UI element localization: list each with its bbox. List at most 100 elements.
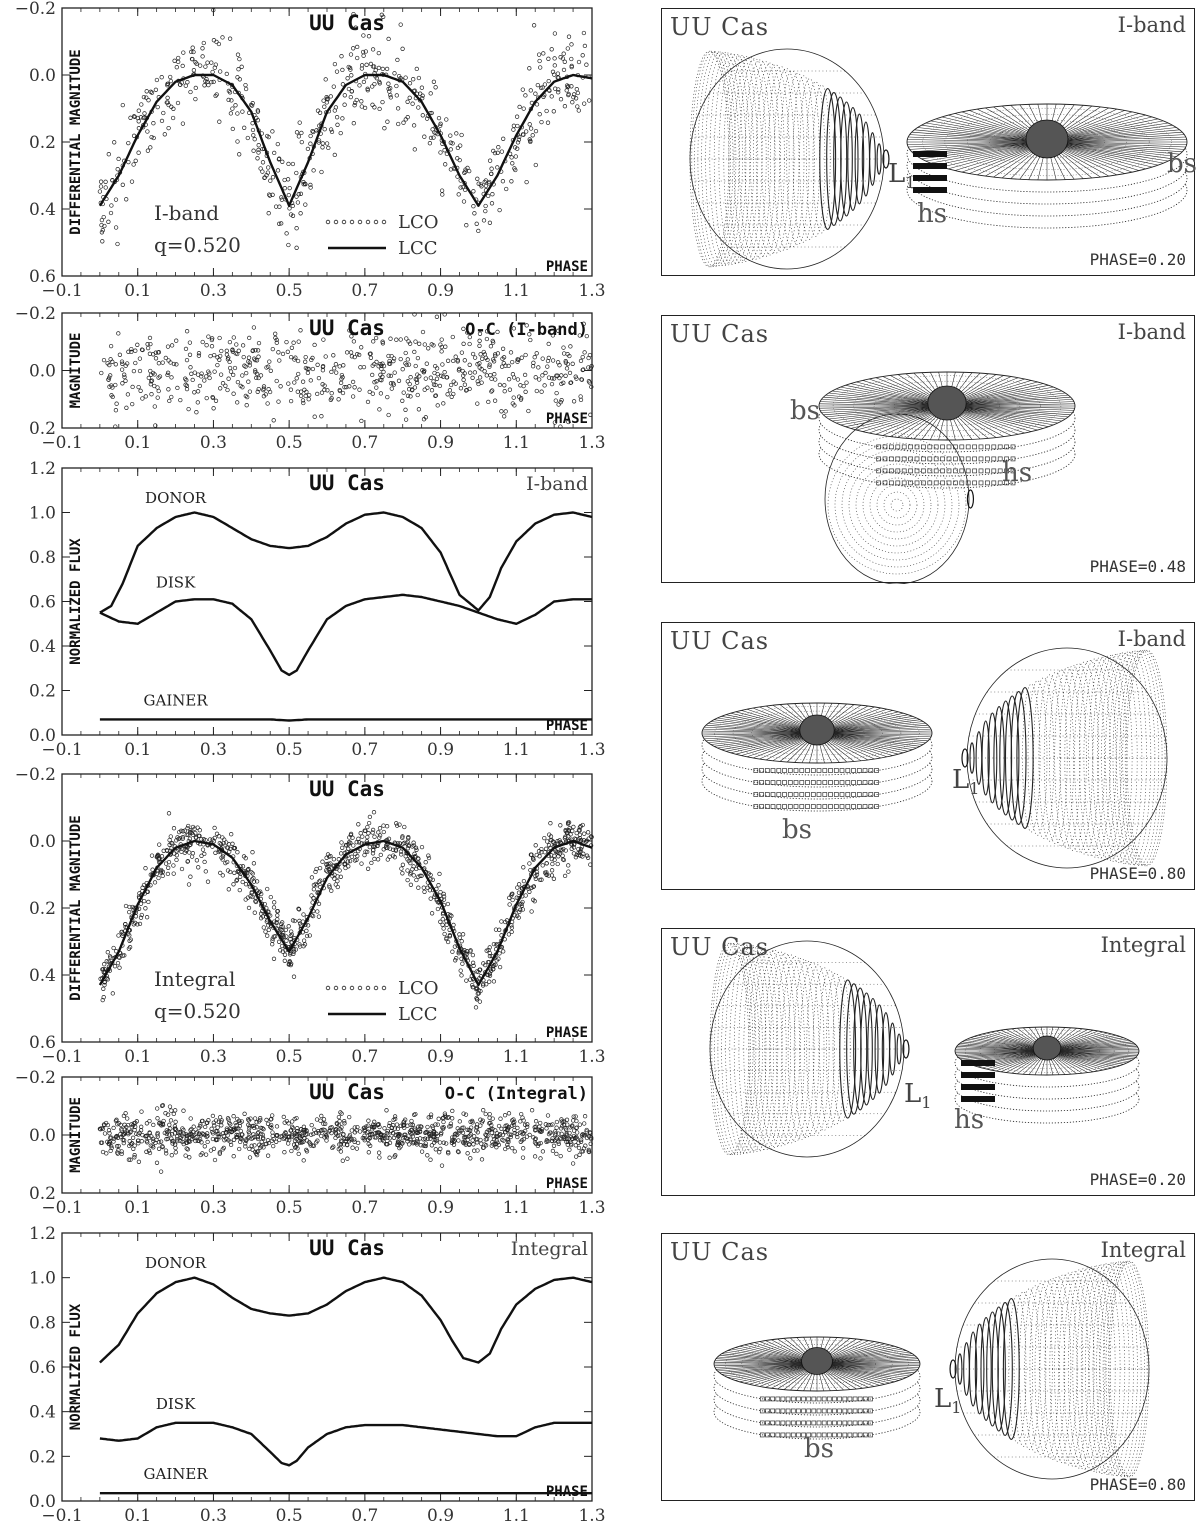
data-point (360, 1135, 365, 1141)
data-point (519, 355, 524, 360)
model-panel-4: UU Cas Integral PHASE=0.20 L1 hs (661, 928, 1195, 1196)
legend-lco-marker (325, 985, 387, 991)
data-point (558, 823, 563, 828)
disk-spoke (721, 734, 806, 750)
data-point (129, 346, 134, 352)
data-point (477, 999, 483, 1004)
star-meridian (723, 55, 759, 263)
data-point (320, 145, 325, 150)
data-point (188, 89, 193, 95)
data-point (394, 337, 399, 342)
disk-spoke (869, 408, 938, 434)
disk-spoke (825, 708, 888, 731)
model-phase: PHASE=0.20 (1089, 1170, 1186, 1189)
star-ring (848, 456, 946, 554)
data-point (343, 1138, 349, 1143)
data-point (404, 841, 409, 846)
data-point (320, 368, 326, 373)
data-point (407, 381, 412, 387)
data-point (118, 1122, 123, 1128)
data-point (489, 376, 494, 381)
data-point (448, 382, 454, 388)
disk-spoke (1055, 1052, 1121, 1066)
data-point (309, 1132, 314, 1137)
data-point (435, 1122, 440, 1127)
star-meridian (832, 976, 851, 1122)
data-point (359, 66, 365, 71)
data-point (268, 178, 273, 183)
data-point (218, 870, 223, 876)
data-point (280, 920, 285, 925)
star-meridian (701, 51, 740, 267)
data-point (105, 950, 110, 955)
data-point (375, 1122, 380, 1127)
disk-spoke (828, 1365, 910, 1377)
data-point (396, 1134, 401, 1139)
data-point (232, 365, 238, 371)
data-point (350, 394, 356, 399)
data-point (152, 880, 158, 885)
star-meridian (694, 51, 734, 267)
data-point (230, 347, 235, 352)
bright-spot (793, 804, 799, 809)
data-point (197, 1131, 202, 1136)
data-point (589, 1135, 594, 1140)
data-point (421, 885, 426, 890)
bright-spot (959, 480, 965, 486)
data-point (305, 923, 311, 928)
data-point (210, 1136, 216, 1142)
data-point (474, 1137, 479, 1142)
data-point (184, 1140, 189, 1145)
data-point (387, 1136, 392, 1141)
data-point (122, 374, 127, 380)
data-point (289, 1128, 294, 1133)
data-point (291, 951, 296, 956)
data-point (211, 79, 216, 85)
data-point (236, 348, 241, 353)
legend-lco-marker (325, 219, 387, 225)
data-point (176, 55, 181, 61)
data-point (149, 90, 155, 95)
data-point (225, 1116, 231, 1121)
data-point (372, 834, 377, 839)
data-point (108, 210, 114, 216)
data-point (217, 1150, 222, 1155)
data-point (277, 358, 282, 363)
data-point (171, 871, 176, 876)
data-point (585, 855, 591, 860)
data-point (119, 359, 125, 364)
data-point (133, 348, 138, 353)
data-point (571, 95, 576, 100)
data-point (294, 170, 299, 176)
bright-spot (991, 444, 997, 450)
data-point (222, 1138, 227, 1143)
data-point (188, 365, 193, 370)
bright-spot (759, 780, 764, 785)
disk-spoke (702, 732, 804, 736)
data-point (429, 388, 435, 393)
data-point (512, 1130, 517, 1136)
data-point (448, 133, 453, 138)
data-point (203, 1152, 209, 1157)
data-point (369, 860, 374, 866)
star-meridian (717, 943, 757, 1155)
data-point (108, 373, 113, 378)
star-meridian (1043, 672, 1068, 844)
y-tick-label: 0.2 (29, 682, 56, 702)
data-point (577, 1122, 583, 1127)
data-point (465, 949, 470, 954)
disk-spoke (890, 409, 941, 437)
data-point (354, 840, 359, 845)
data-point (226, 88, 232, 94)
data-point (481, 1145, 486, 1150)
data-point (136, 906, 142, 911)
data-point (554, 1151, 559, 1157)
data-point (166, 125, 171, 131)
data-point (252, 1116, 258, 1121)
data-point (258, 1116, 263, 1121)
data-point (144, 1134, 149, 1139)
data-point (140, 396, 145, 401)
data-point (527, 332, 532, 337)
data-point (129, 1141, 135, 1146)
data-point (411, 864, 416, 869)
